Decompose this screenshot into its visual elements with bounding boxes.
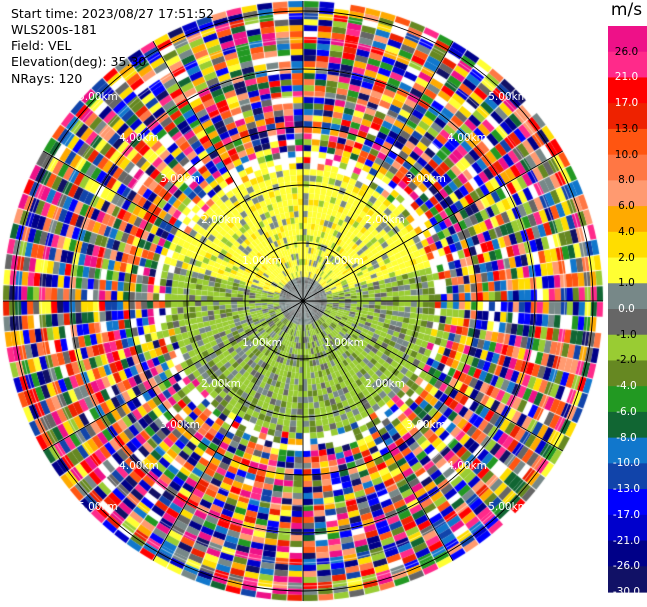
- colorbar-tick-label: -13.0: [612, 483, 641, 496]
- azimuth-spoke-300: [302, 300, 454, 562]
- range-ring-label: 5.00km: [78, 501, 118, 513]
- colorbar-tick-label: 2.0: [618, 251, 635, 264]
- range-ring-label: 5.00km: [488, 501, 528, 513]
- range-ring-label: 3.00km: [406, 419, 446, 431]
- azimuth-spoke-150: [42, 150, 304, 302]
- range-ring-label: 2.00km: [365, 214, 405, 226]
- colorbar-swatch: [608, 566, 647, 593]
- colorbar-tick-label: -26.0: [612, 560, 641, 573]
- colorbar-tick-label: 10.0: [614, 148, 639, 161]
- colorbar-swatch: [608, 540, 647, 567]
- colorbar-tick-label: -30.0: [612, 586, 641, 598]
- range-ring-label: 2.00km: [201, 378, 241, 390]
- colorbar-swatch: [608, 128, 647, 156]
- elevation-label: Elevation(deg): 35.30: [11, 54, 147, 69]
- colorbar-swatch: [608, 360, 647, 387]
- range-ring-label: 1.00km: [324, 255, 364, 267]
- range-ring-label: 4.00km: [447, 460, 487, 472]
- colorbar-tick-label: -2.0: [616, 354, 637, 367]
- range-ring-label: 2.00km: [201, 214, 241, 226]
- colorbar-swatch: [608, 180, 647, 207]
- colorbar-tick-label: 26.0: [614, 45, 639, 58]
- range-ring-label: 3.00km: [160, 419, 200, 431]
- colorbar-tick-label: -17.0: [612, 508, 641, 521]
- range-ring-label: 4.00km: [447, 132, 487, 144]
- colorbar-tick-label: 6.0: [618, 200, 635, 213]
- range-ring-label: 1.00km: [242, 255, 282, 267]
- nrays-label: NRays: 120: [11, 71, 83, 86]
- colorbar-tick-label: 21.0: [614, 71, 639, 84]
- colorbar-swatch: [608, 437, 647, 464]
- range-ring-label: 3.00km: [406, 173, 446, 185]
- colorbar-swatch: [608, 51, 647, 79]
- colorbar-swatch: [608, 386, 647, 413]
- colorbar-swatch: [608, 231, 647, 259]
- colorbar-swatch: [608, 154, 647, 181]
- azimuth-spoke-60: [302, 40, 454, 302]
- colorbar-swatch: [608, 411, 647, 439]
- colorbar-tick-label: 8.0: [618, 174, 635, 187]
- azimuth-spoke-120: [152, 40, 304, 302]
- colorbar-swatch: [608, 257, 647, 284]
- colorbar-tick-label: -8.0: [616, 431, 637, 444]
- colorbar-swatch: [608, 334, 647, 362]
- colorbar-tick-label: 17.0: [614, 97, 639, 110]
- range-ring-label: 5.00km: [488, 91, 528, 103]
- colorbar-swatch: [608, 463, 647, 490]
- range-ring-label: 5.00km: [78, 91, 118, 103]
- colorbar-tick-label: -6.0: [616, 405, 637, 418]
- range-ring-label: 1.00km: [242, 337, 282, 349]
- azimuth-spoke-30: [302, 150, 564, 302]
- range-ring-label: 1.00km: [324, 337, 364, 349]
- range-ring-label: 4.00km: [119, 132, 159, 144]
- azimuth-spoke-240: [152, 300, 304, 562]
- colorbar-swatch: [608, 206, 647, 233]
- colorbar-tick-label: 4.0: [618, 225, 635, 238]
- colorbar-tick-label: -4.0: [616, 380, 637, 393]
- instrument-label: WLS200s-181: [11, 22, 97, 37]
- colorbar-swatch: [608, 26, 647, 53]
- azimuth-spoke-330: [302, 300, 564, 452]
- colorbar-swatch: [608, 283, 647, 310]
- colorbar-tick-label: -1.0: [616, 328, 637, 341]
- colorbar-tick-label: 13.0: [614, 122, 639, 135]
- colorbar-tick-label: 1.0: [618, 277, 635, 290]
- colorbar-tick-label: 0.0: [618, 303, 635, 315]
- colorbar-title: m/s: [610, 0, 643, 20]
- range-ring-label: 3.00km: [160, 173, 200, 185]
- field-label: Field: VEL: [11, 38, 72, 53]
- colorbar-tick-label: -21.0: [612, 534, 641, 547]
- colorbar-swatch: [608, 77, 647, 104]
- colorbar-swatch: [608, 489, 647, 516]
- colorbar-swatch: [608, 103, 647, 130]
- colorbar-tick-label: -10.0: [612, 457, 641, 470]
- colorbar-swatch: [608, 514, 647, 542]
- range-ring-label: 2.00km: [365, 378, 405, 390]
- start-time-label: Start time: 2023/08/27 17:51:52: [11, 6, 215, 21]
- azimuth-spoke-210: [42, 300, 304, 452]
- range-ring-label: 4.00km: [119, 460, 159, 472]
- colorbar-swatch: [608, 309, 647, 336]
